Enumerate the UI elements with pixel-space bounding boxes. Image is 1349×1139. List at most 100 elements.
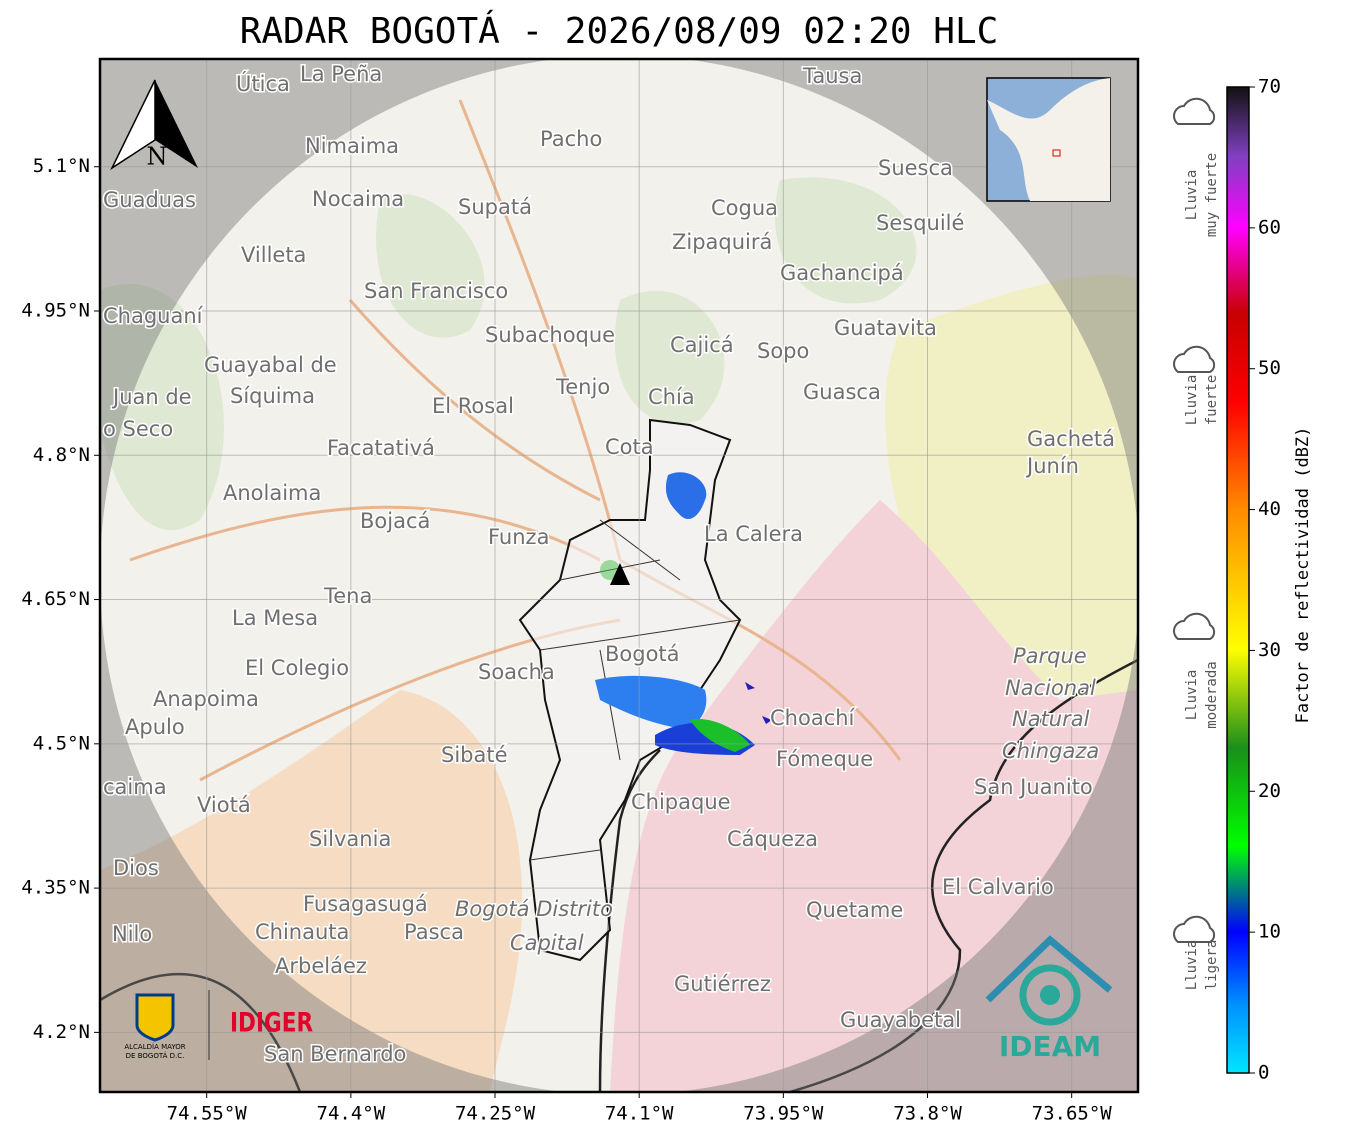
place-label: Tausa — [802, 64, 862, 88]
rain-icon — [1173, 97, 1216, 125]
x-tick-label: 74.25°W — [455, 1103, 536, 1125]
ideam-logo: IDEAM — [999, 1030, 1101, 1063]
place-label: Soacha — [478, 660, 555, 684]
place-label: Bogotá — [605, 642, 680, 666]
place-label: Chinauta — [255, 920, 349, 944]
place-label: Cogua — [711, 196, 778, 220]
place-label: Guayabetal — [840, 1008, 961, 1032]
place-label: Sopo — [757, 339, 809, 363]
place-label: Anolaima — [223, 481, 321, 505]
rain-label: Lluvia — [1184, 940, 1200, 991]
place-label: Cáqueza — [727, 827, 818, 851]
y-tick-label: 4.8°N — [33, 444, 90, 466]
place-label: Chingaza — [1002, 739, 1099, 763]
place-label: Chía — [648, 385, 695, 409]
place-label: Sibaté — [441, 743, 508, 767]
rain-label: moderada — [1204, 661, 1220, 728]
place-label: Pasca — [404, 920, 464, 944]
place-label: Fusagasugá — [303, 892, 428, 916]
y-tick-label: 5.1°N — [33, 155, 90, 177]
rain-label: fuerte — [1204, 375, 1220, 426]
place-label: Chaguaní — [103, 304, 204, 328]
place-label: Tena — [323, 584, 372, 608]
place-label: o Seco — [103, 417, 173, 441]
x-tick-label: 73.8°W — [893, 1103, 962, 1125]
x-tick-label: 74.55°W — [167, 1103, 248, 1125]
place-label: Nimaima — [305, 134, 399, 158]
place-label: Gachetá — [1027, 427, 1115, 451]
colorbar-tick-label: 30 — [1258, 639, 1281, 661]
place-label: Tenjo — [555, 375, 610, 399]
place-label: Apulo — [125, 715, 185, 739]
place-label: Nilo — [112, 922, 152, 946]
rain-icon — [1173, 612, 1216, 640]
place-label: La Calera — [704, 522, 803, 546]
place-label: Capital — [510, 931, 584, 955]
rain-label: muy fuerte — [1204, 153, 1220, 237]
rain-icon — [1173, 345, 1216, 373]
place-label: Nocaima — [312, 187, 404, 211]
basemap — [100, 59, 1138, 1092]
place-label: Choachí — [770, 706, 856, 730]
place-label: caima — [103, 775, 167, 799]
rain-icon — [1173, 915, 1216, 943]
place-label: Arbeláez — [275, 954, 367, 978]
place-label: El Rosal — [432, 394, 514, 418]
place-label: San Francisco — [364, 279, 508, 303]
rain-label: Lluvia — [1184, 170, 1200, 221]
place-label: Sesquilé — [876, 211, 964, 235]
place-label: Gachancipá — [780, 261, 904, 285]
logos: ALCALDÍA MAYOR DE BOGOTÁ D.C. IDIGER IDE… — [124, 935, 1113, 1063]
north-arrow: N — [110, 79, 198, 171]
place-label: Juan de — [111, 385, 192, 409]
colorbar-label: Factor de reflectividad (dBZ) — [1293, 427, 1313, 724]
place-label: Guatavita — [834, 316, 937, 340]
x-tick-label: 74.4°W — [317, 1103, 386, 1125]
place-label: Guasca — [803, 380, 881, 404]
place-label: Fómeque — [776, 747, 873, 771]
place-label: Silvania — [309, 827, 391, 851]
place-label: Bojacá — [360, 509, 430, 533]
x-tick-label: 74.1°W — [605, 1103, 674, 1125]
place-label: Supatá — [458, 195, 532, 219]
place-label: Anapoima — [153, 687, 259, 711]
place-label: Cajicá — [670, 333, 734, 357]
y-tick-label: 4.95°N — [21, 299, 90, 321]
place-label: Bogotá Distrito — [455, 897, 613, 921]
y-tick-label: 4.2°N — [33, 1021, 90, 1043]
x-tick-label: 73.65°W — [1032, 1103, 1113, 1125]
colorbar-tick-label: 60 — [1258, 216, 1281, 238]
place-label: Junín — [1025, 454, 1079, 478]
place-label: Natural — [1012, 707, 1090, 731]
place-label: Quetame — [806, 898, 903, 922]
idiger-logo: IDIGER — [230, 1006, 313, 1038]
place-label: Facatativá — [327, 436, 435, 460]
place-label: La Peña — [300, 62, 382, 86]
place-label: Síquima — [230, 384, 315, 408]
place-label: Gutiérrez — [674, 972, 771, 996]
place-label: El Calvario — [942, 875, 1054, 899]
place-label: San Bernardo — [264, 1042, 406, 1066]
colorbar-tick-label: 10 — [1258, 921, 1281, 943]
alcaldia-line1: ALCALDÍA MAYOR — [124, 1042, 185, 1051]
rain-label: Lluvia — [1184, 375, 1200, 426]
title: RADAR BOGOTÁ - 2026/08/09 02:20 HLC — [240, 10, 999, 52]
colorbar-tick-label: 20 — [1258, 780, 1281, 802]
y-tick-label: 4.35°N — [21, 877, 90, 899]
colorbar — [1226, 86, 1250, 1074]
colorbar-tick-label: 50 — [1258, 357, 1281, 379]
place-label: Villeta — [241, 243, 306, 267]
x-tick-label: 73.95°W — [743, 1103, 824, 1125]
rain-label: ligera — [1204, 940, 1220, 991]
place-label: Guayabal de — [204, 353, 337, 377]
colorbar-tick-label: 0 — [1258, 1062, 1269, 1084]
place-label: San Juanito — [974, 775, 1093, 799]
place-label: La Mesa — [232, 606, 318, 630]
place-label: Viotá — [197, 793, 251, 817]
north-label: N — [147, 143, 168, 171]
place-label: Cota — [605, 435, 654, 459]
place-label: Nacional — [1005, 676, 1096, 700]
place-label: Funza — [488, 525, 549, 549]
place-label: Útica — [236, 71, 290, 96]
